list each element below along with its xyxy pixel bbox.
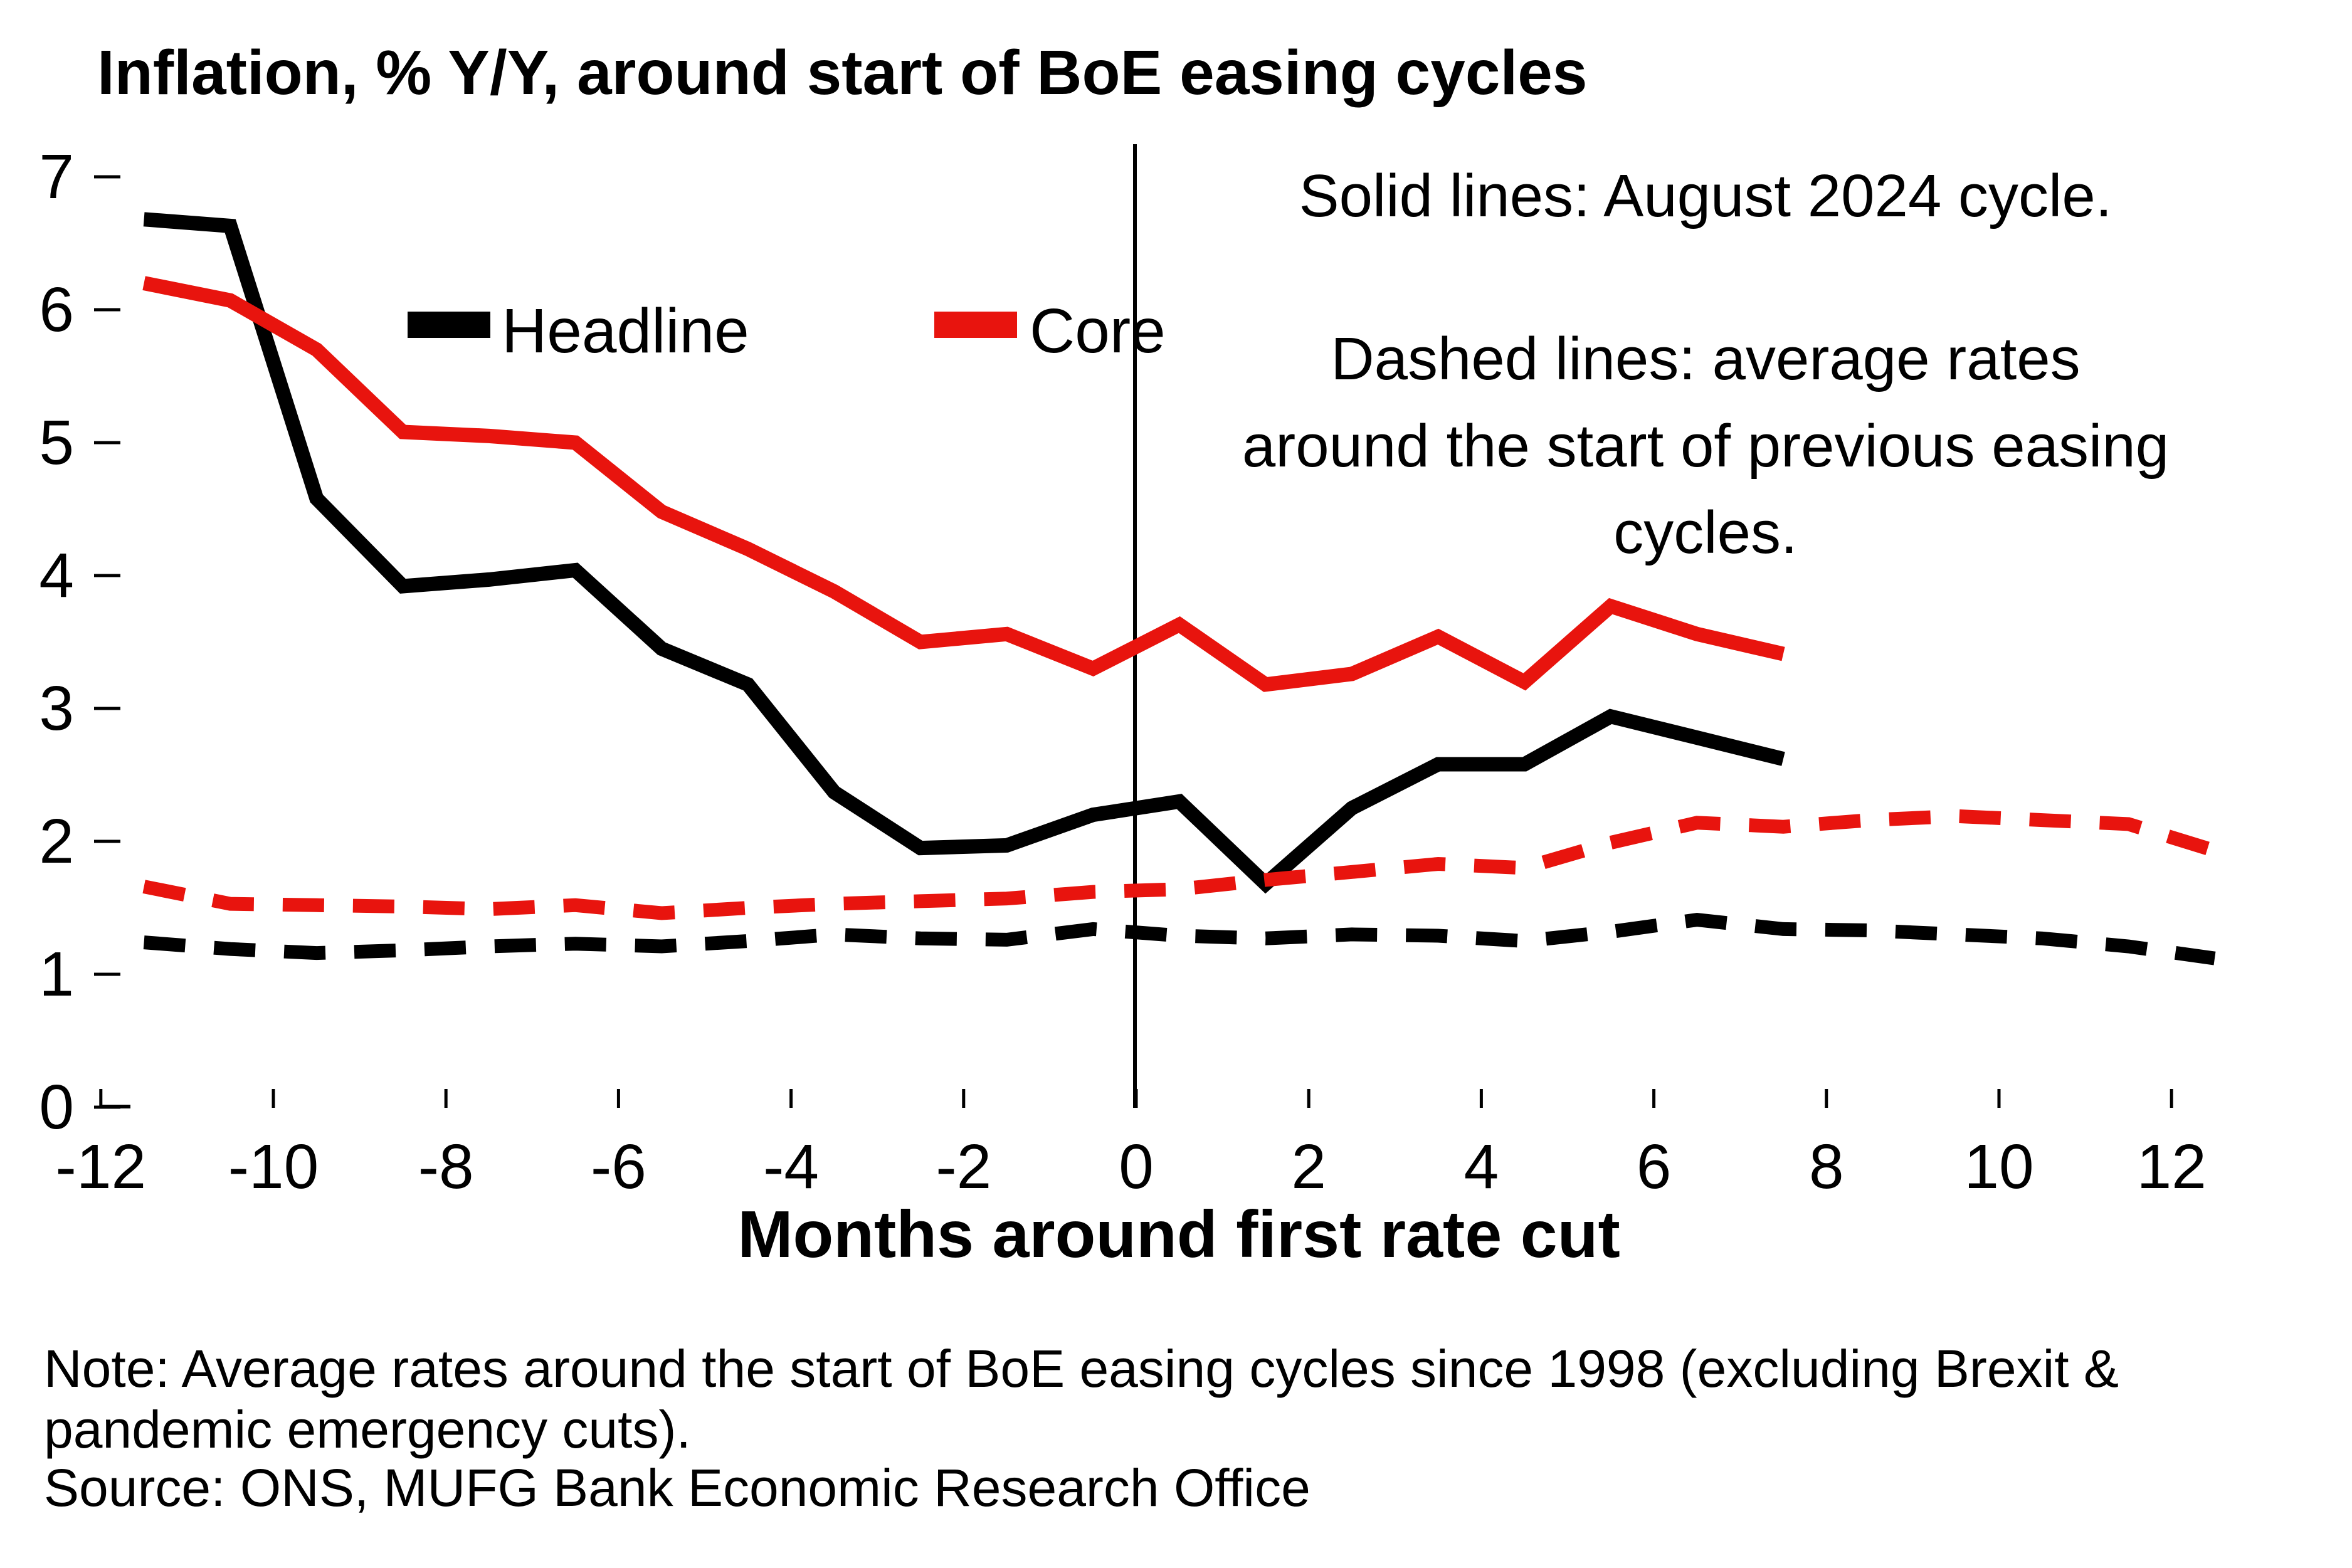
footer: Note: Average rates around the start of … bbox=[44, 1339, 2119, 1517]
footer-note-line2: pandemic emergency cuts). bbox=[44, 1400, 691, 1459]
y-tick-label: 2 bbox=[39, 806, 74, 876]
x-tick-label: -4 bbox=[763, 1132, 819, 1202]
legend: Headline Core bbox=[408, 296, 1166, 366]
x-tick-label: -10 bbox=[228, 1132, 319, 1202]
annotation-dashed-line2: around the start of previous easing bbox=[1242, 413, 2169, 480]
x-axis-ticks: -12 -10 -8 -6 -4 -2 0 2 4 6 8 10 12 bbox=[56, 1089, 2207, 1202]
annotation-dashed-line1: Dashed lines: average rates bbox=[1331, 325, 2080, 392]
x-tick-label: -2 bbox=[936, 1132, 991, 1202]
footer-source: Source: ONS, MUFG Bank Economic Research… bbox=[44, 1458, 1310, 1517]
y-tick-label: 4 bbox=[39, 540, 74, 611]
y-tick-label: 3 bbox=[39, 673, 74, 744]
headline-dashed-line bbox=[143, 913, 2216, 966]
y-tick-label: 1 bbox=[39, 939, 74, 1009]
x-tick-label: -8 bbox=[418, 1132, 474, 1202]
legend-label-headline: Headline bbox=[502, 296, 749, 366]
x-tick-label: 12 bbox=[2137, 1132, 2207, 1202]
x-tick-label: 2 bbox=[1291, 1132, 1326, 1202]
chart-title: Inflation, % Y/Y, around start of BoE ea… bbox=[97, 38, 1588, 108]
footer-note-line1: Note: Average rates around the start of … bbox=[44, 1339, 2119, 1398]
x-tick-label: -6 bbox=[591, 1132, 646, 1202]
core-dashed-line bbox=[142, 809, 2217, 920]
x-tick-label: 10 bbox=[1964, 1132, 2033, 1202]
annotation-solid: Solid lines: August 2024 cycle. bbox=[1299, 162, 2112, 229]
data-series-lines bbox=[142, 212, 2217, 966]
legend-swatch-headline bbox=[408, 312, 490, 338]
y-tick-label: 7 bbox=[39, 142, 74, 212]
y-tick-label: 0 bbox=[39, 1072, 74, 1142]
x-tick-label: 4 bbox=[1464, 1132, 1499, 1202]
x-tick-label: 0 bbox=[1119, 1132, 1154, 1202]
x-axis-title: Months around first rate cut bbox=[737, 1197, 1620, 1271]
y-tick-label: 6 bbox=[39, 275, 74, 345]
y-tick-label: 5 bbox=[39, 408, 74, 478]
x-tick-label: 8 bbox=[1809, 1132, 1844, 1202]
annotation-block: Solid lines: August 2024 cycle. Dashed l… bbox=[1242, 162, 2169, 566]
x-tick-label: -12 bbox=[56, 1132, 147, 1202]
headline-solid-line bbox=[143, 212, 1785, 894]
legend-swatch-core bbox=[934, 312, 1017, 338]
annotation-dashed-line3: cycles. bbox=[1613, 499, 1797, 566]
x-tick-label: 6 bbox=[1637, 1132, 1672, 1202]
core-solid-line bbox=[142, 276, 1785, 692]
y-axis-ticks: 0 1 2 3 4 5 6 7 bbox=[39, 142, 120, 1142]
legend-label-core: Core bbox=[1030, 296, 1166, 366]
